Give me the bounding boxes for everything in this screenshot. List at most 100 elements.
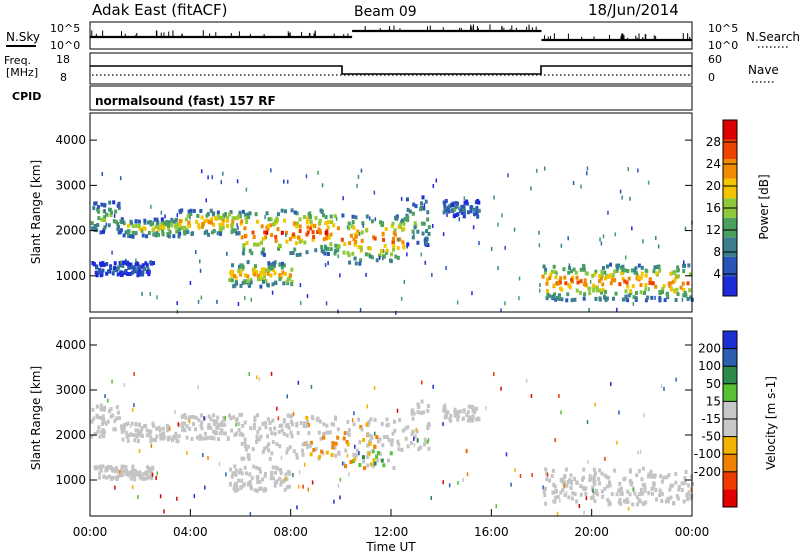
power-cell [327, 235, 331, 240]
velocity-cell [345, 440, 349, 445]
velocity-cell [233, 488, 237, 493]
velocity-cell [155, 476, 157, 481]
velocity-cell [298, 470, 301, 475]
noise-panel: N.Sky 10^5 10^0 10^5 10^0 N.Search [6, 21, 800, 52]
power-cell [182, 230, 186, 235]
velocity-cell [610, 382, 612, 387]
velocity-cell [129, 432, 133, 437]
velocity-cell [217, 437, 221, 442]
velocity-cell [591, 495, 595, 500]
velocity-cell [674, 472, 678, 477]
velocity-cell [180, 415, 184, 420]
colorbar-tick-label: 24 [706, 157, 721, 171]
velocity-cell [613, 468, 617, 473]
y-tick-label: 3000 [55, 383, 86, 397]
velocity-cell [647, 491, 651, 496]
velocity-cell [140, 476, 144, 481]
power-cell [249, 277, 253, 282]
velocity-cell [471, 407, 475, 412]
colorbar-swatch [723, 471, 737, 490]
velocity-cell [307, 487, 310, 492]
velocity-cell [563, 474, 567, 479]
velocity-cell [629, 478, 633, 483]
power-cell [624, 289, 628, 294]
power-cell [247, 215, 251, 220]
velocity-cell [348, 472, 350, 477]
power-cell [127, 231, 131, 236]
power-cell [361, 221, 365, 226]
velocity-cell [183, 421, 187, 426]
power-cell [239, 270, 243, 275]
power-cell [245, 187, 248, 192]
velocity-cell [258, 467, 262, 472]
velocity-cell [358, 440, 362, 445]
power-cell [474, 210, 478, 215]
power-cell [632, 301, 635, 306]
power-cell [518, 296, 520, 301]
velocity-cell [594, 402, 596, 407]
velocity-cell [626, 499, 630, 504]
velocity-cell [135, 434, 139, 439]
power-cell [385, 248, 389, 253]
velocity-cell [220, 420, 224, 425]
power-cell [137, 219, 141, 224]
power-cell [262, 252, 266, 257]
power-cell [582, 282, 586, 287]
velocity-cell [133, 477, 137, 482]
velocity-cell [301, 442, 305, 447]
power-cell [221, 225, 225, 230]
power-cell [346, 224, 349, 229]
power-cell [621, 267, 625, 272]
power-cell [255, 269, 259, 274]
power-cell [291, 250, 295, 255]
power-cell [478, 241, 480, 246]
power-cell [673, 271, 677, 276]
power-cell [325, 301, 328, 306]
velocity-cell [212, 413, 216, 418]
velocity-cell [607, 475, 611, 480]
velocity-cell [273, 431, 277, 436]
velocity-cell [273, 470, 277, 475]
power-cell [90, 221, 94, 226]
velocity-cell [459, 409, 463, 414]
velocity-cell [564, 467, 568, 472]
power-cell [223, 212, 227, 217]
power-cell [348, 260, 352, 265]
velocity-cell [119, 469, 121, 474]
velocity-cell [270, 431, 274, 436]
power-cell [679, 285, 683, 290]
power-cell [607, 210, 609, 215]
power-cell [273, 271, 277, 276]
velocity-cell [139, 433, 143, 438]
velocity-cell [427, 446, 431, 451]
velocity-cell [240, 478, 244, 483]
colorbar-tick-label: 4 [713, 267, 721, 281]
velocity-cell [336, 435, 340, 440]
velocity-cell [391, 431, 395, 436]
power-cell [231, 219, 235, 224]
power-cell [408, 209, 412, 214]
velocity-cell [603, 486, 607, 491]
power-cell [136, 269, 140, 274]
colorbar-swatch [723, 159, 737, 179]
power-cell [675, 287, 679, 292]
velocity-cell [590, 496, 594, 501]
power-cell [575, 288, 579, 293]
power-cell [102, 262, 106, 267]
velocity-cell [248, 371, 250, 376]
velocity-cell [334, 453, 338, 458]
velocity-cell [369, 433, 373, 438]
velocity-cell [318, 454, 322, 459]
power-cell [656, 265, 658, 270]
velocity-cell [569, 479, 573, 484]
power-cell [346, 250, 350, 255]
velocity-cell [401, 428, 405, 433]
power-cell [150, 204, 152, 209]
velocity-cell [198, 436, 202, 441]
power-cell [421, 195, 425, 200]
power-cell [458, 217, 461, 222]
power-cell [126, 260, 130, 265]
power-cell [611, 273, 615, 278]
power-cell [425, 240, 429, 245]
